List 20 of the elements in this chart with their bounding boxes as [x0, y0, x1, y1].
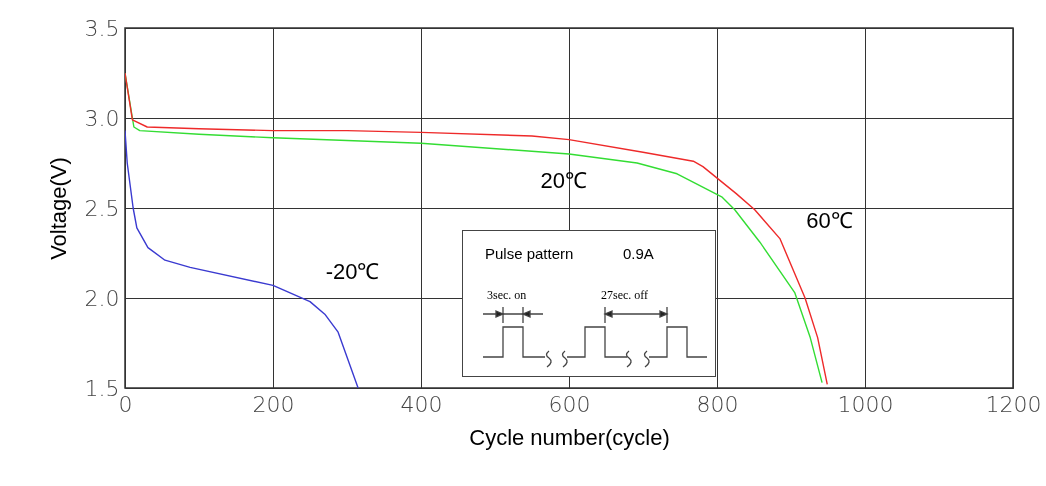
annotation: 3sec. on — [487, 288, 527, 303]
y-axis-title: Voltage(V) — [45, 157, 71, 260]
x-tick-label: 1200 — [985, 391, 1042, 417]
y-tick-label: 2.0 — [84, 285, 120, 311]
x-tick-label: 0 — [118, 391, 133, 417]
x-tick-label: 600 — [548, 391, 591, 417]
x-tick-label: 800 — [696, 391, 739, 417]
x-axis-title: Cycle number(cycle) — [469, 424, 670, 450]
annotation: Pulse pattern — [485, 245, 574, 262]
annotation: 60℃ — [806, 208, 853, 234]
x-tick-label: 400 — [400, 391, 443, 417]
annotation: 27sec. off — [601, 288, 649, 303]
y-tick-label: 3.5 — [84, 15, 120, 41]
x-tick-label: 200 — [252, 391, 295, 417]
y-tick-label: 3.0 — [84, 105, 120, 131]
y-tick-label: 2.5 — [84, 195, 120, 221]
y-tick-label: 1.5 — [84, 375, 120, 401]
annotation: 0.9A — [623, 245, 654, 262]
x-tick-label: 1000 — [837, 391, 894, 417]
annotation: -20℃ — [325, 258, 380, 284]
